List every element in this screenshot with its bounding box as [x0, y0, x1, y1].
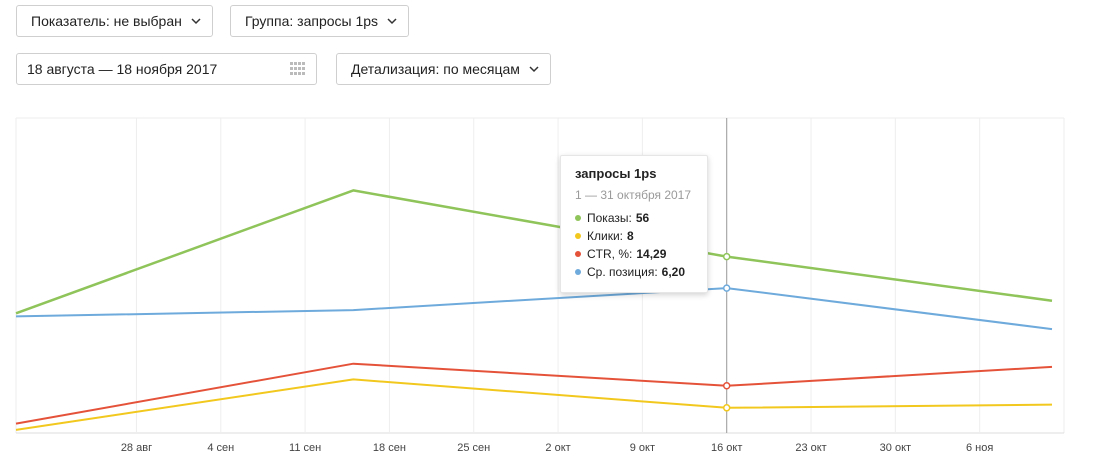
tooltip-value: 56	[635, 211, 650, 225]
group-dropdown[interactable]: Группа: запросы 1ps	[230, 5, 410, 37]
tooltip-row-position: Ср. позиция: 6,20	[575, 263, 693, 281]
date-range-input[interactable]: 18 августа — 18 ноября 2017	[16, 53, 317, 85]
series-group	[15, 189, 1053, 431]
tooltip-label: CTR, %:	[587, 247, 633, 261]
hover-markers	[722, 118, 731, 433]
dot-icon	[575, 233, 581, 239]
chevron-down-icon	[529, 66, 539, 73]
hover-point	[722, 252, 731, 261]
tooltip-value: 6,20	[661, 265, 686, 279]
x-tick-label: 30 окт	[880, 442, 911, 454]
x-tick-label: 2 окт	[545, 442, 570, 454]
x-tick-label: 16 окт	[711, 442, 742, 454]
x-tick-label: 25 сен	[457, 442, 490, 454]
detail-dropdown-label: Детализация: по месяцам	[351, 61, 520, 77]
tooltip-row-clicks: Клики: 8	[575, 227, 693, 245]
tooltip-row-impressions: Показы: 56	[575, 209, 693, 227]
chevron-down-icon	[387, 18, 397, 25]
x-tick-label: 6 ноя	[966, 442, 993, 454]
x-tick-label: 28 авг	[121, 442, 152, 454]
x-tick-label: 9 окт	[630, 442, 655, 454]
hover-point	[722, 404, 731, 412]
metric-dropdown[interactable]: Показатель: не выбран	[16, 5, 213, 37]
tooltip-title: запросы 1ps	[575, 166, 657, 181]
chevron-down-icon	[191, 18, 201, 25]
dot-icon	[575, 269, 581, 275]
tooltip-period: 1 — 31 октября 2017	[575, 188, 692, 202]
tooltip-label: Показы:	[587, 211, 632, 225]
date-range-value: 18 августа — 18 ноября 2017	[27, 61, 218, 77]
detail-dropdown[interactable]: Детализация: по месяцам	[336, 53, 551, 85]
chart-tooltip: запросы 1ps 1 — 31 октября 2017 Показы: …	[560, 155, 708, 293]
tooltip-label: Ср. позиция:	[587, 265, 658, 279]
grid	[15, 117, 1065, 434]
x-tick-label: 4 сен	[207, 442, 234, 454]
dot-icon	[575, 251, 581, 257]
x-tick-label: 11 сен	[289, 442, 321, 454]
x-axis-ticks: 28 авг 4 сен 11 сен 18 сен 25 сен 2 окт 9 окт 1…	[121, 442, 994, 454]
tooltip-value: 8	[626, 229, 634, 243]
series-line	[15, 189, 1053, 315]
hover-point	[722, 382, 731, 390]
tooltip-label: Клики:	[587, 229, 623, 243]
calendar-icon[interactable]	[290, 62, 306, 76]
series-line	[15, 287, 1053, 331]
x-tick-label: 23 окт	[795, 442, 826, 454]
dot-icon	[575, 215, 581, 221]
group-dropdown-label: Группа: запросы 1ps	[245, 13, 379, 29]
x-tick-label: 18 сен	[373, 442, 406, 454]
hover-point	[722, 284, 731, 292]
series-line	[15, 362, 1053, 425]
series-line	[15, 378, 1053, 431]
metric-dropdown-label: Показатель: не выбран	[31, 13, 182, 29]
tooltip-row-ctr: CTR, %: 14,29	[575, 245, 693, 263]
tooltip-value: 14,29	[636, 247, 667, 261]
